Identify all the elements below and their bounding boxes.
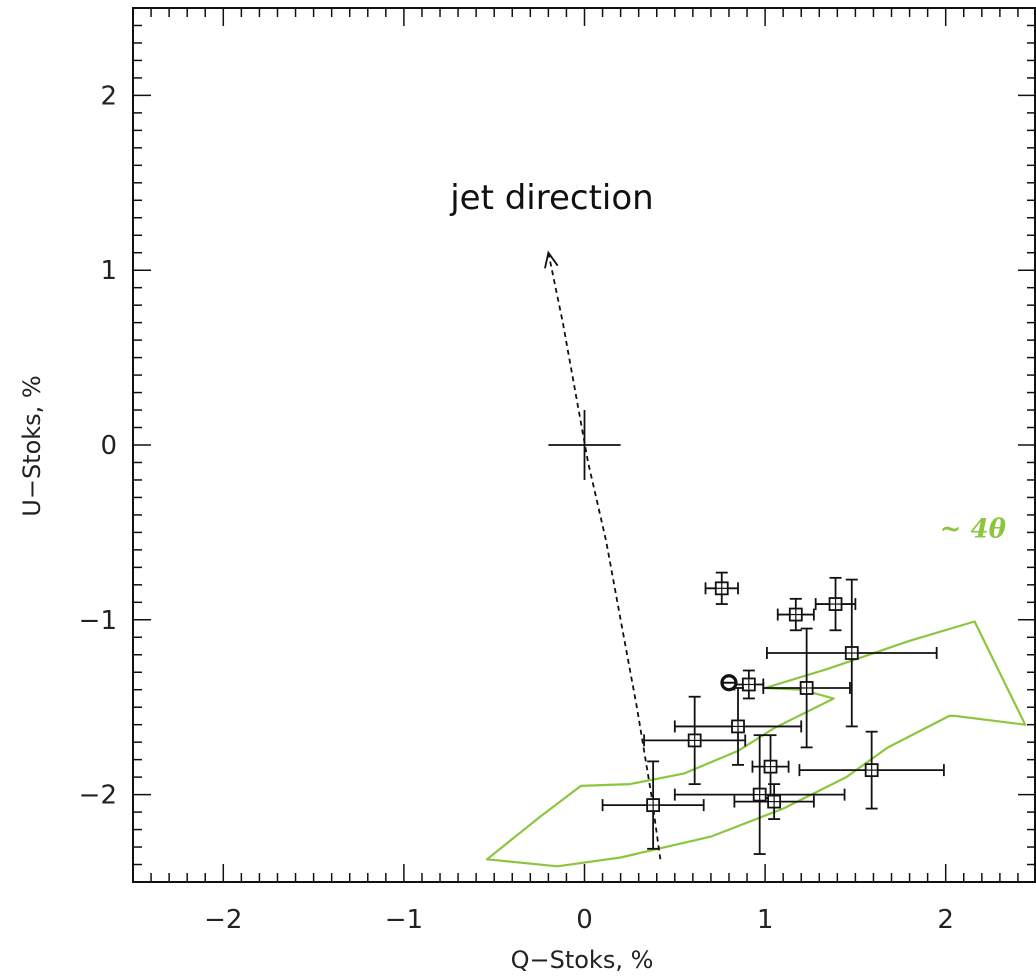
jet-arrow-head — [544, 250, 559, 269]
axis-tick-labels: −2 −1 0 1 2 −2 −1 0 1 2 — [79, 81, 954, 935]
data-point — [733, 783, 815, 820]
x-tick-label: 0 — [576, 905, 593, 935]
data-point — [720, 674, 738, 692]
y-tick-label: −1 — [79, 606, 117, 636]
rotation-arrow-outline — [485, 620, 1027, 868]
jet-direction-label: jet direction — [449, 178, 654, 218]
rotation-angle-label: ~ 4θ — [940, 515, 1007, 545]
x-tick-label: 2 — [937, 905, 954, 935]
data-point — [643, 695, 747, 786]
data-point — [673, 734, 846, 855]
y-tick-label: 1 — [100, 256, 117, 286]
data-points — [548, 410, 945, 855]
y-axis-title: U−Stoks, % — [18, 375, 46, 516]
jet-direction-arrow — [544, 250, 662, 860]
data-point — [704, 571, 739, 605]
data-point — [762, 627, 851, 749]
data-point — [776, 597, 815, 632]
x-tick-label: −1 — [385, 905, 423, 935]
axis-ticks — [132, 7, 1036, 883]
x-axis-title: Q−Stoks, % — [511, 946, 654, 974]
y-tick-label: 2 — [100, 81, 117, 111]
data-point — [673, 687, 803, 766]
data-point — [798, 730, 945, 810]
data-point — [601, 760, 705, 850]
y-tick-label: −2 — [79, 781, 117, 811]
rotation-arrow — [485, 620, 1027, 868]
x-tick-label: −2 — [204, 905, 242, 935]
jet-arrow-line — [547, 252, 662, 860]
data-point — [766, 578, 938, 728]
data-point — [814, 576, 857, 632]
origin-cross — [548, 410, 621, 480]
annotations: jet direction ~ 4θ — [449, 178, 1006, 545]
y-tick-label: 0 — [100, 431, 117, 461]
x-tick-label: 1 — [757, 905, 774, 935]
